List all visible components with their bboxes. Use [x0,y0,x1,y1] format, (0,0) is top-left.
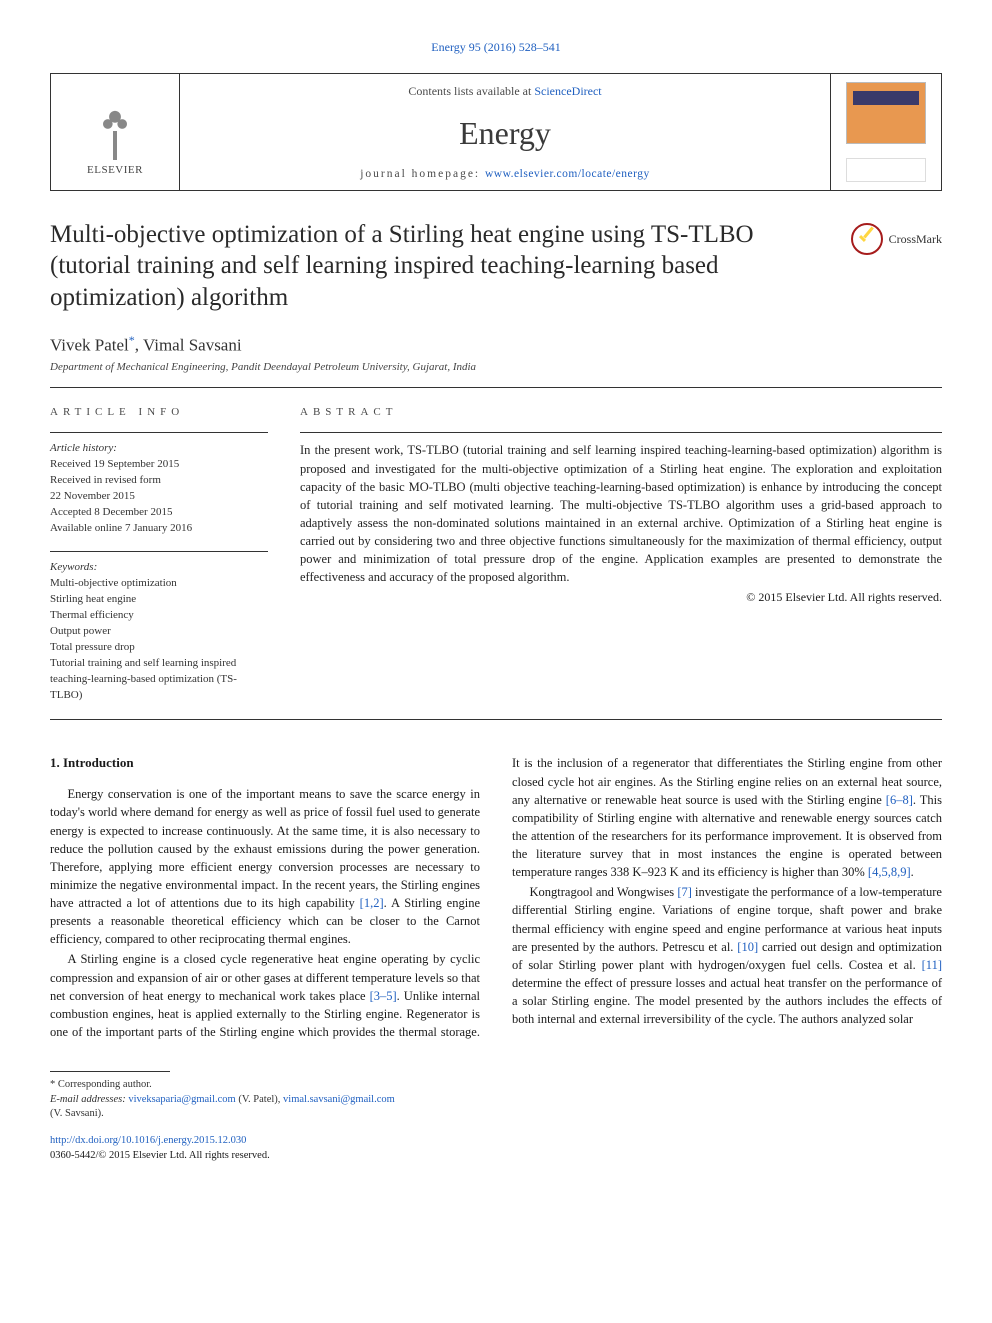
issn-copyright: 0360-5442/© 2015 Elsevier Ltd. All right… [50,1150,270,1161]
history-revised-1: Received in revised form [50,474,161,486]
article-history: Article history: Received 19 September 2… [50,432,268,537]
contents-prefix: Contents lists available at [408,84,534,98]
journal-homepage-link[interactable]: www.elsevier.com/locate/energy [485,168,650,180]
journal-name: Energy [184,115,826,152]
rule-bottom [50,719,942,720]
crossmark-widget[interactable]: CrossMark [851,223,942,255]
para-1a: Energy conservation is one of the import… [50,787,480,910]
keyword-5: Total pressure drop [50,641,135,653]
keyword-4: Output power [50,625,111,637]
corresponding-note: * Corresponding author. [50,1078,942,1093]
elsevier-tree-icon [79,88,151,160]
sciencedirect-link[interactable]: ScienceDirect [534,84,601,98]
cover-meta-icon [846,158,926,182]
abstract-label: abstract [300,406,942,418]
contents-line: Contents lists available at ScienceDirec… [184,84,826,99]
section-1-heading: 1. Introduction [50,754,480,773]
email-1[interactable]: viveksaparia@gmail.com [128,1094,235,1105]
body-columns: 1. Introduction Energy conservation is o… [50,754,942,1041]
keyword-1: Multi-objective optimization [50,577,177,589]
abstract-text: In the present work, TS-TLBO (tutorial t… [300,432,942,586]
para-3c: . [911,865,914,879]
keyword-3: Thermal efficiency [50,609,134,621]
para-1: Energy conservation is one of the import… [50,785,480,948]
publisher-logo: ELSEVIER [51,74,179,190]
homepage-line: journal homepage: www.elsevier.com/locat… [184,168,826,180]
doi-link[interactable]: http://dx.doi.org/10.1016/j.energy.2015.… [50,1135,246,1146]
footnote-rule [50,1071,170,1072]
cite-7[interactable]: [7] [677,885,692,899]
para-4d: determine the effect of pressure losses … [512,976,942,1026]
email-2[interactable]: vimal.savsani@gmail.com [283,1094,395,1105]
email-line: E-mail addresses: viveksaparia@gmail.com… [50,1093,942,1122]
keywords: Keywords: Multi-objective optimization S… [50,551,268,703]
cite-11[interactable]: [11] [922,958,942,972]
abstract-copyright: © 2015 Elsevier Ltd. All rights reserved… [300,590,942,605]
cite-4589[interactable]: [4,5,8,9] [868,865,911,879]
email-2-who: (V. Savsani). [50,1108,104,1119]
crossmark-icon [851,223,883,255]
journal-header: ELSEVIER Contents lists available at Sci… [50,73,942,191]
history-accepted: Accepted 8 December 2015 [50,506,172,518]
affiliation: Department of Mechanical Engineering, Pa… [50,361,942,373]
author-2: , Vimal Savsani [135,335,242,354]
keywords-heading: Keywords: [50,561,97,573]
cite-10[interactable]: [10] [737,940,758,954]
article-title: Multi-objective optimization of a Stirli… [50,219,835,313]
author-1: Vivek Patel [50,335,129,354]
cover-thumb-icon [846,82,926,144]
email-label: E-mail addresses: [50,1094,128,1105]
keyword-6: Tutorial training and self learning insp… [50,657,237,701]
cite-3-5[interactable]: [3–5] [370,989,397,1003]
para-4: Kongtragool and Wongwises [7] investigat… [512,883,942,1028]
journal-cover [831,74,941,190]
article-info-label: article info [50,406,268,418]
doi-block: http://dx.doi.org/10.1016/j.energy.2015.… [50,1134,942,1163]
keyword-2: Stirling heat engine [50,593,136,605]
cite-1-2[interactable]: [1,2] [360,896,384,910]
history-revised-2: 22 November 2015 [50,490,135,502]
history-online: Available online 7 January 2016 [50,522,192,534]
crossmark-label: CrossMark [889,232,942,247]
email-1-who: (V. Patel), [236,1094,283,1105]
cite-6-8[interactable]: [6–8] [886,793,913,807]
history-received: Received 19 September 2015 [50,458,179,470]
history-heading: Article history: [50,442,117,454]
header-center: Contents lists available at ScienceDirec… [179,74,831,190]
footnotes: * Corresponding author. E-mail addresses… [50,1078,942,1122]
homepage-prefix: journal homepage: [360,168,485,180]
para-4a: Kongtragool and Wongwises [530,885,678,899]
authors: Vivek Patel*, Vimal Savsani [50,333,942,356]
publisher-name: ELSEVIER [87,164,143,176]
para-2b: . Unlike internal [397,989,480,1003]
citation-header[interactable]: Energy 95 (2016) 528–541 [50,40,942,55]
